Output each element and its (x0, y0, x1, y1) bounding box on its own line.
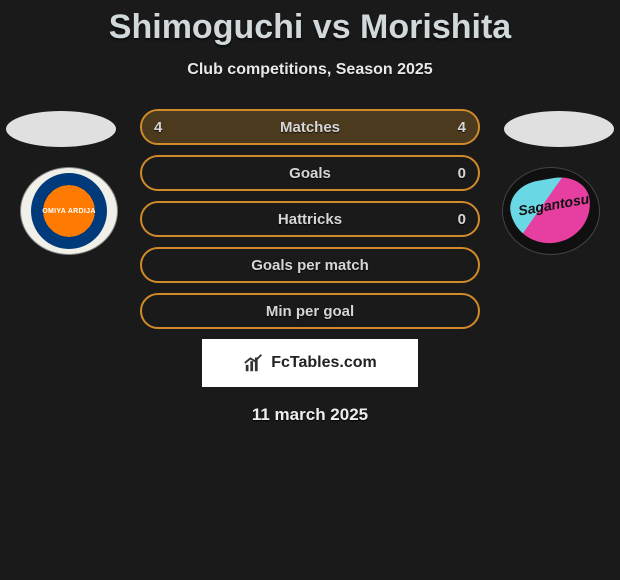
stat-value-right: 4 (458, 119, 466, 136)
stat-bar-matches: 4 Matches 4 (140, 109, 480, 145)
stat-label: Min per goal (266, 303, 354, 320)
subtitle: Club competitions, Season 2025 (0, 61, 620, 79)
stat-value-right: 0 (458, 211, 466, 228)
sagan-badge: Sagantosu (502, 167, 600, 255)
team-badge-left: OMIYA ARDIJA (20, 167, 118, 255)
chart-icon (243, 352, 265, 374)
player-avatar-left (6, 111, 116, 147)
comparison-panel: OMIYA ARDIJA Sagantosu 4 Matches 4 Goals… (0, 109, 620, 425)
omiya-badge-text: OMIYA ARDIJA (42, 208, 95, 215)
stat-bar-goals: Goals 0 (140, 155, 480, 191)
stat-value-right: 0 (458, 165, 466, 182)
stat-bar-goals-per-match: Goals per match (140, 247, 480, 283)
page-title: Shimoguchi vs Morishita (0, 0, 620, 47)
stat-label: Matches (280, 119, 340, 136)
stat-label: Goals (289, 165, 331, 182)
sagan-badge-inner: Sagantosu (506, 173, 596, 250)
team-badge-right: Sagantosu (502, 167, 600, 255)
stat-value-left: 4 (154, 119, 162, 136)
fctables-logo[interactable]: FcTables.com (202, 339, 418, 387)
omiya-badge: OMIYA ARDIJA (20, 167, 118, 255)
stat-bar-hattricks: Hattricks 0 (140, 201, 480, 237)
omiya-badge-inner: OMIYA ARDIJA (31, 173, 107, 249)
stat-bars: 4 Matches 4 Goals 0 Hattricks 0 Goals pe… (140, 109, 480, 329)
fctables-logo-text: FcTables.com (271, 354, 377, 372)
date-text: 11 march 2025 (0, 405, 620, 425)
stat-bar-min-per-goal: Min per goal (140, 293, 480, 329)
stat-label: Hattricks (278, 211, 342, 228)
player-avatar-right (504, 111, 614, 147)
sagan-badge-text: Sagantosu (517, 190, 590, 218)
stat-label: Goals per match (251, 257, 369, 274)
